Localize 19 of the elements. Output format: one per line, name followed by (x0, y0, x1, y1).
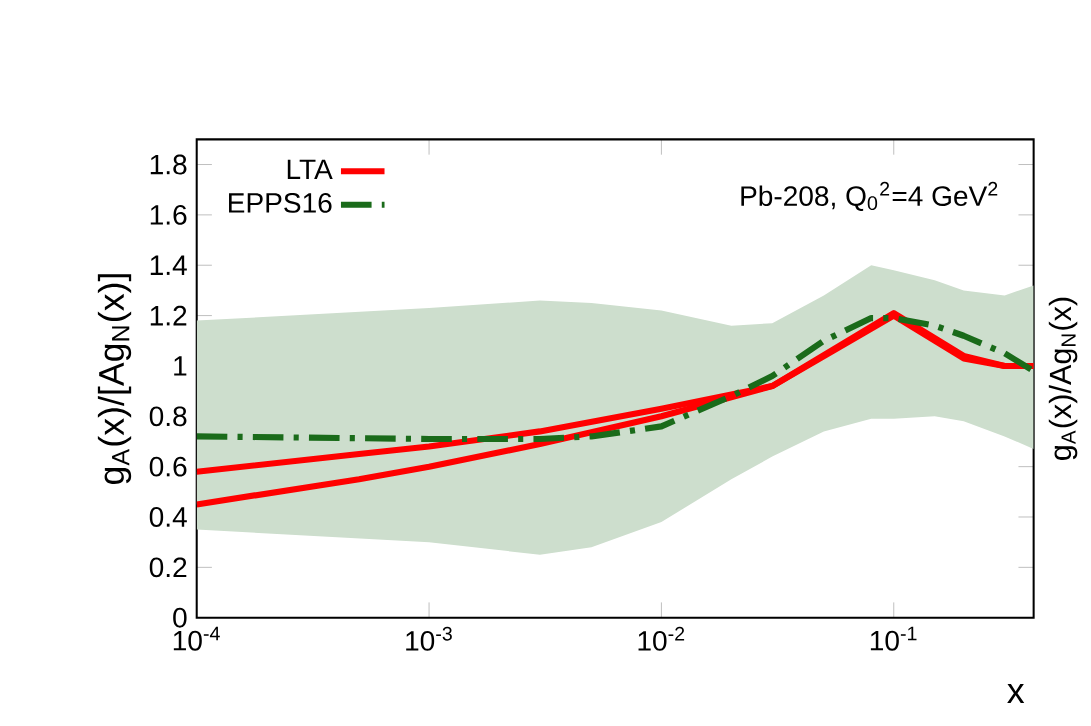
y-tick-label: 1.8 (150, 154, 187, 175)
y-tick-label: 1.6 (150, 205, 187, 225)
legend-label: LTA (287, 159, 333, 180)
y-tick-label: 0.2 (149, 557, 187, 578)
annotation: Pb-208, Q$_{0}$$^{2}$=4 GeV$^{2}$ (741, 181, 998, 212)
y-tick-label: 1 (174, 356, 187, 376)
x-tick-label: 10$^{-2}$ (638, 626, 685, 651)
y-axis-title: g$_{A}$(x)/[Ag$_{N}$(x)] (97, 274, 132, 485)
y-tick-label: 0.8 (149, 406, 187, 427)
x-axis-title: x (1007, 684, 1025, 704)
x-tick-label: 10$^{-1}$ (870, 626, 917, 651)
y-tick-label: 1.2 (150, 305, 187, 326)
y-tick-label: 1.4 (150, 255, 187, 275)
y-tick-label: 0.4 (149, 507, 187, 527)
y2-axis-title: g$_{A}$(x)/Ag$_{N}$(x) (1048, 297, 1078, 460)
y-tick-label: 0.6 (149, 456, 187, 477)
legend-label: EPPS16 (229, 193, 332, 213)
y-tick-label: 0 (173, 607, 187, 628)
x-tick-label: 10$^{-3}$ (406, 626, 452, 651)
